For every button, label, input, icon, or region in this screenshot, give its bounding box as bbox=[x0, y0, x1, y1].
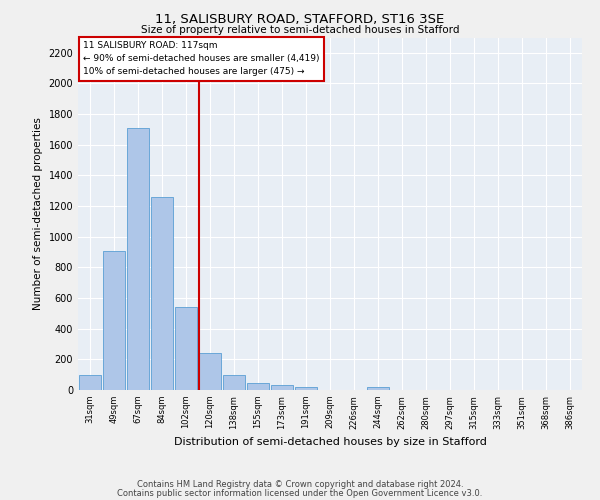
X-axis label: Distribution of semi-detached houses by size in Stafford: Distribution of semi-detached houses by … bbox=[173, 437, 487, 447]
Text: 11 SALISBURY ROAD: 117sqm
← 90% of semi-detached houses are smaller (4,419)
10% : 11 SALISBURY ROAD: 117sqm ← 90% of semi-… bbox=[83, 41, 320, 76]
Text: 11, SALISBURY ROAD, STAFFORD, ST16 3SE: 11, SALISBURY ROAD, STAFFORD, ST16 3SE bbox=[155, 12, 445, 26]
Text: Contains public sector information licensed under the Open Government Licence v3: Contains public sector information licen… bbox=[118, 489, 482, 498]
Bar bbox=[199, 353, 221, 390]
Y-axis label: Number of semi-detached properties: Number of semi-detached properties bbox=[33, 118, 43, 310]
Bar bbox=[223, 374, 245, 390]
Bar bbox=[151, 197, 173, 390]
Bar bbox=[175, 307, 197, 390]
Bar bbox=[367, 387, 389, 390]
Bar bbox=[127, 128, 149, 390]
Text: Size of property relative to semi-detached houses in Stafford: Size of property relative to semi-detach… bbox=[141, 25, 459, 35]
Bar bbox=[271, 386, 293, 390]
Text: Contains HM Land Registry data © Crown copyright and database right 2024.: Contains HM Land Registry data © Crown c… bbox=[137, 480, 463, 489]
Bar bbox=[103, 250, 125, 390]
Bar bbox=[79, 376, 101, 390]
Bar bbox=[247, 383, 269, 390]
Bar bbox=[295, 387, 317, 390]
